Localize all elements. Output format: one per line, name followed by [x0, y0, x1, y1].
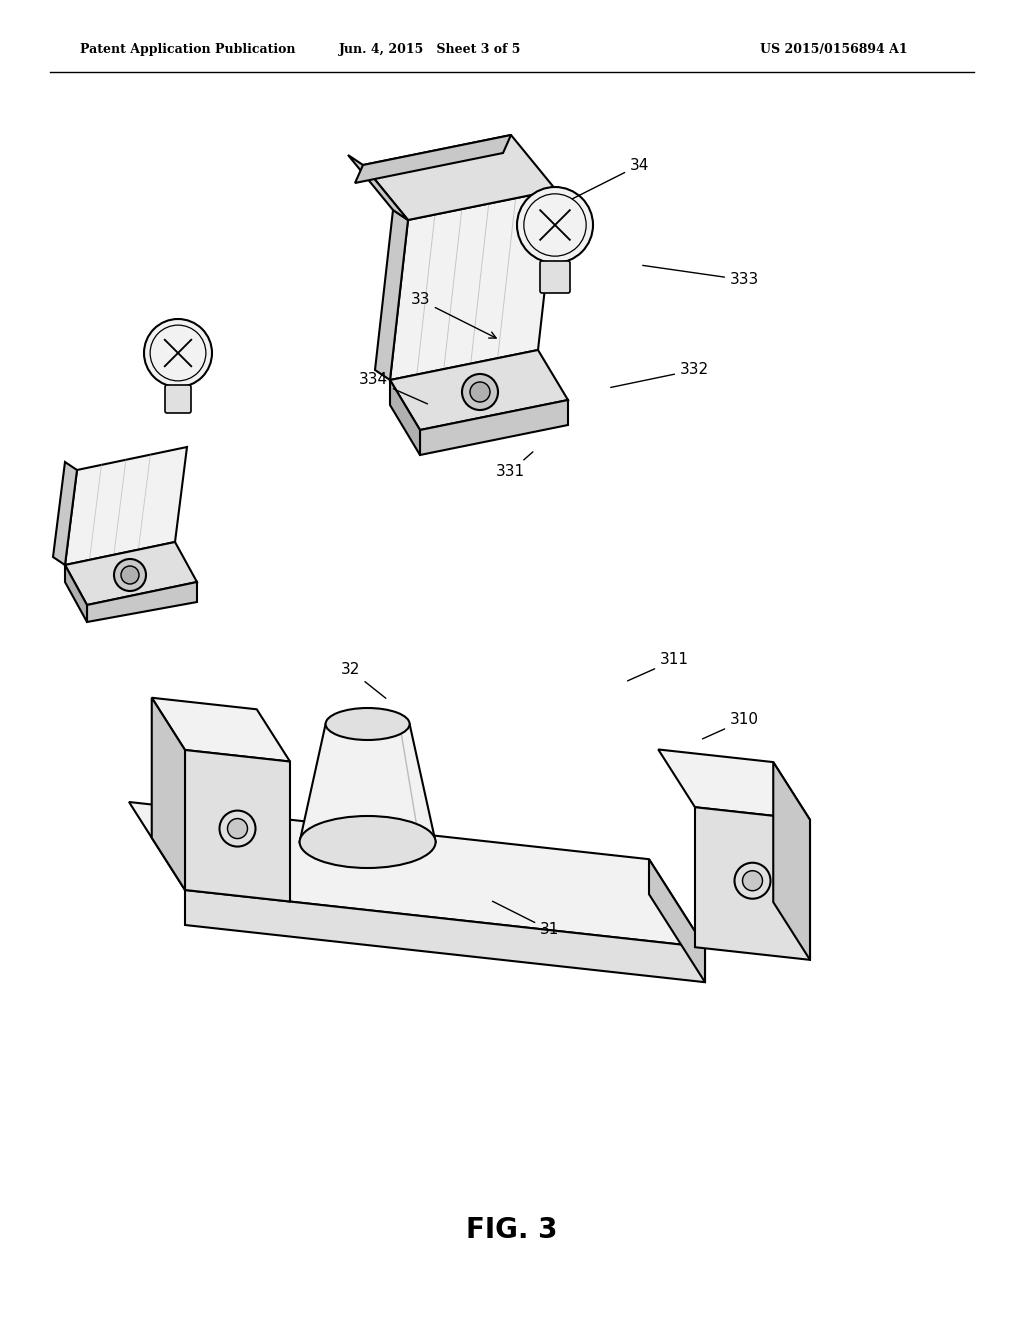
Polygon shape [773, 762, 810, 960]
Text: 33: 33 [411, 293, 496, 338]
Polygon shape [152, 698, 185, 890]
Polygon shape [185, 750, 290, 902]
Polygon shape [658, 750, 810, 820]
Text: 31: 31 [493, 902, 559, 937]
Polygon shape [65, 543, 197, 605]
Circle shape [462, 374, 498, 411]
Polygon shape [355, 135, 511, 183]
Text: 32: 32 [341, 663, 386, 698]
Circle shape [470, 381, 490, 403]
Polygon shape [695, 808, 810, 960]
Text: 332: 332 [610, 363, 710, 388]
Polygon shape [65, 447, 187, 565]
Circle shape [517, 187, 593, 263]
Circle shape [121, 566, 139, 583]
Text: 334: 334 [358, 372, 427, 404]
Polygon shape [152, 698, 290, 762]
Polygon shape [129, 803, 705, 948]
Polygon shape [375, 210, 408, 380]
Circle shape [144, 319, 212, 387]
Polygon shape [390, 190, 556, 380]
Circle shape [219, 810, 256, 846]
Polygon shape [87, 582, 197, 622]
Text: 34: 34 [572, 157, 649, 199]
Text: US 2015/0156894 A1: US 2015/0156894 A1 [760, 44, 907, 57]
Polygon shape [185, 890, 705, 982]
FancyBboxPatch shape [165, 385, 191, 413]
Polygon shape [390, 380, 420, 455]
Polygon shape [348, 154, 408, 220]
Ellipse shape [326, 708, 410, 741]
Circle shape [734, 863, 770, 899]
Polygon shape [300, 723, 435, 842]
Polygon shape [65, 565, 87, 622]
Polygon shape [53, 462, 77, 565]
Polygon shape [362, 135, 556, 220]
Text: 311: 311 [628, 652, 689, 681]
Polygon shape [649, 859, 705, 982]
Polygon shape [420, 400, 568, 455]
Ellipse shape [300, 816, 435, 869]
Text: FIG. 3: FIG. 3 [466, 1216, 558, 1243]
Text: Patent Application Publication: Patent Application Publication [80, 44, 296, 57]
Text: 310: 310 [702, 713, 759, 739]
FancyBboxPatch shape [540, 261, 570, 293]
Circle shape [114, 558, 146, 591]
Text: Jun. 4, 2015   Sheet 3 of 5: Jun. 4, 2015 Sheet 3 of 5 [339, 44, 521, 57]
Circle shape [227, 818, 248, 838]
Text: 333: 333 [643, 265, 759, 288]
Circle shape [742, 871, 763, 891]
Polygon shape [390, 350, 568, 430]
Text: 331: 331 [496, 451, 532, 479]
